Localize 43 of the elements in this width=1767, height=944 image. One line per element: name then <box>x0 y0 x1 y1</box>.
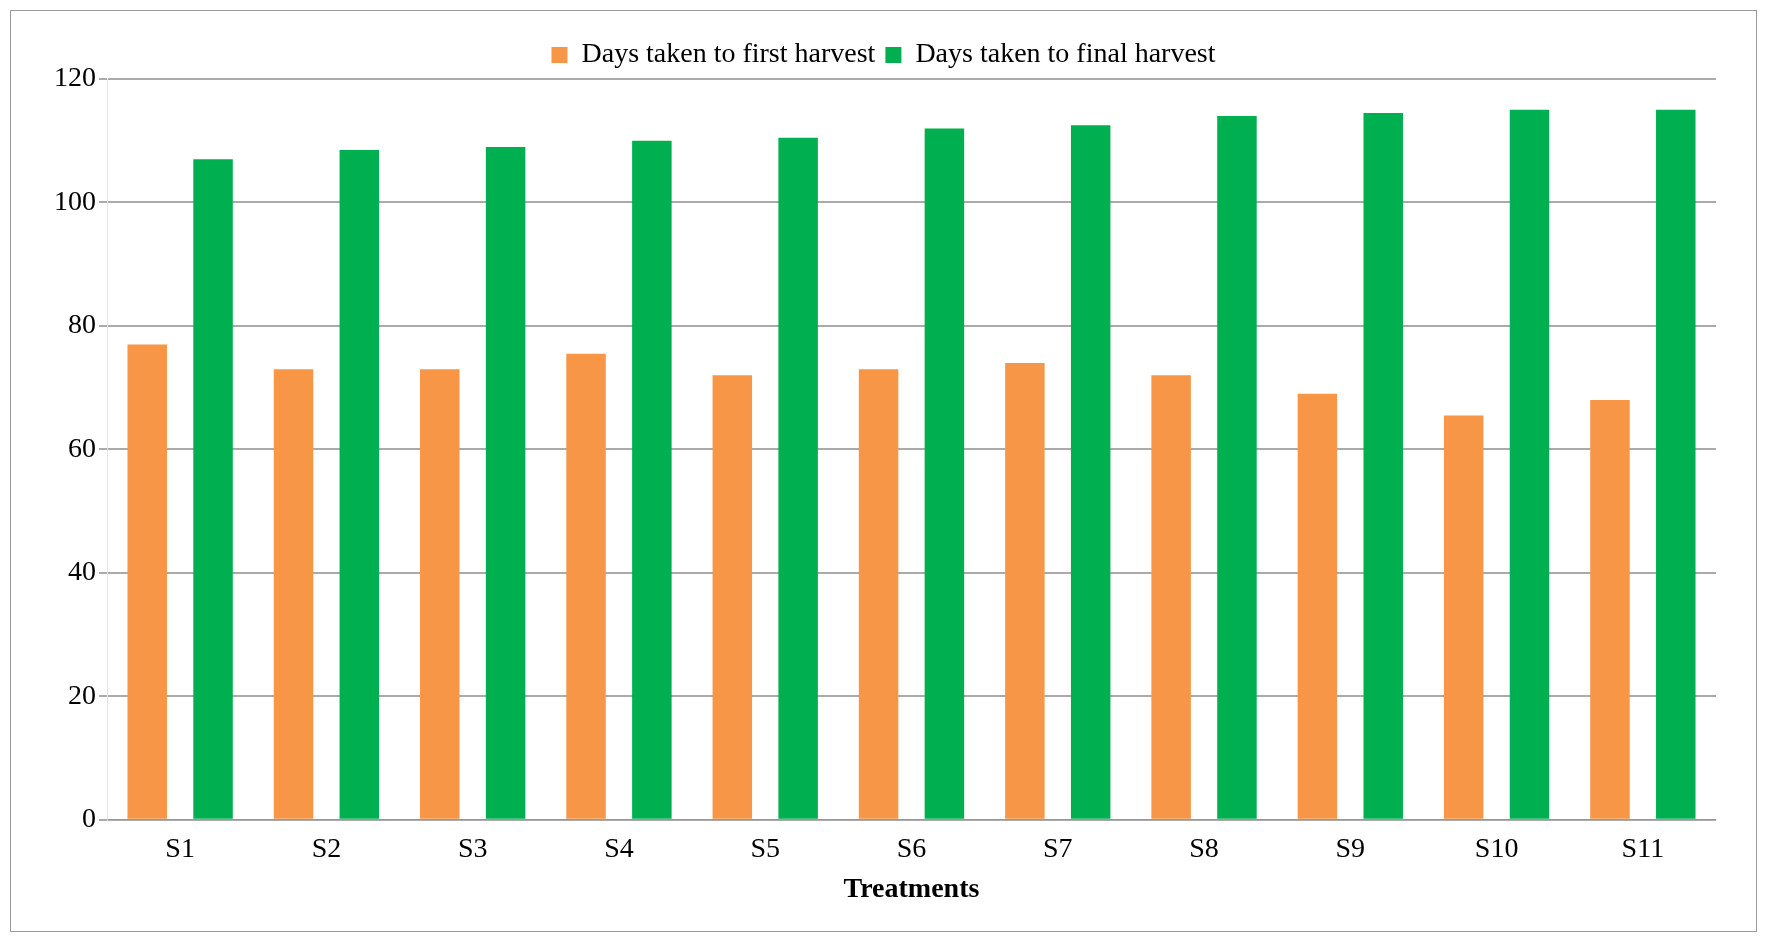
y-tick-label: 0 <box>82 802 96 834</box>
y-tick-label: 120 <box>54 61 96 93</box>
bar <box>1443 415 1484 819</box>
bar <box>1590 400 1630 819</box>
legend-label: Days taken to final harvest <box>915 37 1216 69</box>
x-tick-label: S8 <box>1189 831 1219 863</box>
x-tick-label: S5 <box>750 831 781 863</box>
x-tick-label: S2 <box>311 831 342 863</box>
x-tick-label: S6 <box>896 831 927 863</box>
bar <box>1151 375 1191 819</box>
bar <box>127 344 167 819</box>
bar <box>339 149 380 819</box>
x-tick-label: S1 <box>165 831 195 863</box>
bar <box>1005 362 1045 819</box>
bar <box>924 128 965 819</box>
y-tick-label: 40 <box>68 555 96 587</box>
bar <box>566 353 606 819</box>
bar <box>420 369 460 819</box>
x-tick-label: S11 <box>1621 831 1665 863</box>
bar <box>485 146 526 819</box>
x-tick-label: S4 <box>604 831 634 863</box>
bar <box>778 137 818 819</box>
bar <box>858 369 899 819</box>
bar <box>632 140 672 819</box>
bar <box>273 369 314 819</box>
y-tick-label: 100 <box>54 184 96 216</box>
bar <box>1217 116 1257 819</box>
x-axis-title: Treatments <box>843 872 980 904</box>
bar <box>1656 109 1696 819</box>
y-tick-label: 60 <box>68 431 96 463</box>
bar <box>1297 393 1338 819</box>
y-tick-label: 80 <box>68 308 96 340</box>
bar <box>193 159 233 819</box>
bar <box>712 375 753 819</box>
x-tick-label: S10 <box>1474 831 1519 863</box>
y-tick-label: 20 <box>68 678 96 710</box>
x-tick-label: S9 <box>1335 831 1366 863</box>
legend-label: Days taken to first harvest <box>581 37 876 69</box>
bar <box>1070 125 1111 819</box>
x-tick-label: S7 <box>1042 831 1073 863</box>
bar <box>1509 109 1550 819</box>
bar <box>1363 112 1403 819</box>
x-tick-label: S3 <box>457 831 488 863</box>
